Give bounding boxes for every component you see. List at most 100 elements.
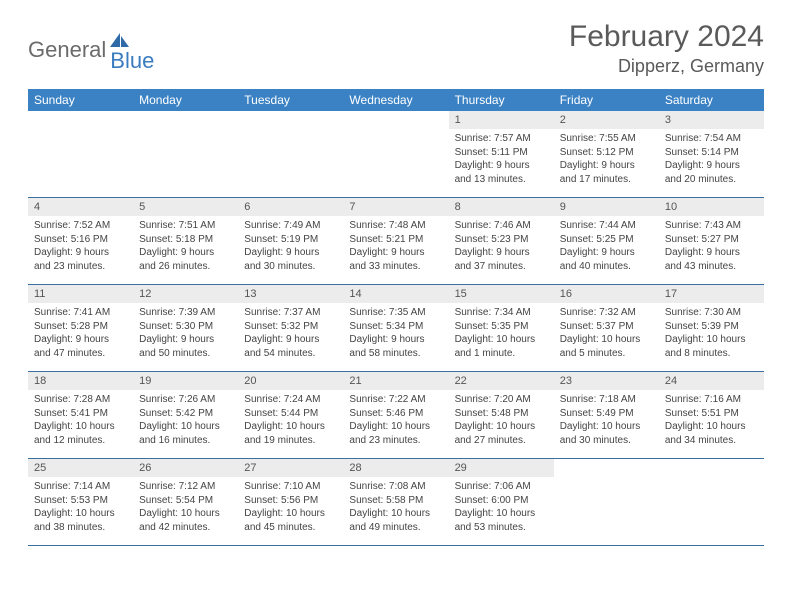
daylight-text: Daylight: 9 hours and 20 minutes. <box>665 159 758 186</box>
day-number: 8 <box>449 198 554 216</box>
day-header-cell: Saturday <box>659 89 764 111</box>
sunset-text: Sunset: 5:16 PM <box>34 233 127 247</box>
daylight-text: Daylight: 10 hours and 53 minutes. <box>455 507 548 534</box>
day-cell: 3Sunrise: 7:54 AMSunset: 5:14 PMDaylight… <box>659 111 764 197</box>
daylight-text: Daylight: 9 hours and 50 minutes. <box>139 333 232 360</box>
sunset-text: Sunset: 5:11 PM <box>455 146 548 160</box>
day-number: 14 <box>343 285 448 303</box>
day-cell: 15Sunrise: 7:34 AMSunset: 5:35 PMDayligh… <box>449 285 554 371</box>
day-header-cell: Thursday <box>449 89 554 111</box>
daylight-text: Daylight: 9 hours and 33 minutes. <box>349 246 442 273</box>
day-body: Sunrise: 7:52 AMSunset: 5:16 PMDaylight:… <box>28 216 133 279</box>
daylight-text: Daylight: 10 hours and 1 minute. <box>455 333 548 360</box>
sunset-text: Sunset: 5:48 PM <box>455 407 548 421</box>
title-block: February 2024 Dipperz, Germany <box>569 20 764 77</box>
sunset-text: Sunset: 5:56 PM <box>244 494 337 508</box>
day-cell: 22Sunrise: 7:20 AMSunset: 5:48 PMDayligh… <box>449 372 554 458</box>
sunrise-text: Sunrise: 7:22 AM <box>349 393 442 407</box>
day-number: 20 <box>238 372 343 390</box>
sunrise-text: Sunrise: 7:30 AM <box>665 306 758 320</box>
daylight-text: Daylight: 10 hours and 8 minutes. <box>665 333 758 360</box>
day-cell: 14Sunrise: 7:35 AMSunset: 5:34 PMDayligh… <box>343 285 448 371</box>
day-cell: 13Sunrise: 7:37 AMSunset: 5:32 PMDayligh… <box>238 285 343 371</box>
sunset-text: Sunset: 5:19 PM <box>244 233 337 247</box>
daylight-text: Daylight: 10 hours and 5 minutes. <box>560 333 653 360</box>
brand-part1: General <box>28 37 106 63</box>
daylight-text: Daylight: 10 hours and 23 minutes. <box>349 420 442 447</box>
sunset-text: Sunset: 5:18 PM <box>139 233 232 247</box>
day-body: Sunrise: 7:28 AMSunset: 5:41 PMDaylight:… <box>28 390 133 453</box>
sunrise-text: Sunrise: 7:51 AM <box>139 219 232 233</box>
sunset-text: Sunset: 5:25 PM <box>560 233 653 247</box>
day-body: Sunrise: 7:44 AMSunset: 5:25 PMDaylight:… <box>554 216 659 279</box>
day-number: 4 <box>28 198 133 216</box>
sunrise-text: Sunrise: 7:06 AM <box>455 480 548 494</box>
sunset-text: Sunset: 5:21 PM <box>349 233 442 247</box>
day-cell: 11Sunrise: 7:41 AMSunset: 5:28 PMDayligh… <box>28 285 133 371</box>
daylight-text: Daylight: 10 hours and 38 minutes. <box>34 507 127 534</box>
sunset-text: Sunset: 5:44 PM <box>244 407 337 421</box>
sunrise-text: Sunrise: 7:46 AM <box>455 219 548 233</box>
sunrise-text: Sunrise: 7:18 AM <box>560 393 653 407</box>
day-cell: 26Sunrise: 7:12 AMSunset: 5:54 PMDayligh… <box>133 459 238 545</box>
day-cell: 4Sunrise: 7:52 AMSunset: 5:16 PMDaylight… <box>28 198 133 284</box>
day-body: Sunrise: 7:14 AMSunset: 5:53 PMDaylight:… <box>28 477 133 540</box>
sunrise-text: Sunrise: 7:55 AM <box>560 132 653 146</box>
day-number: 19 <box>133 372 238 390</box>
day-number: 3 <box>659 111 764 129</box>
sunrise-text: Sunrise: 7:24 AM <box>244 393 337 407</box>
sunset-text: Sunset: 5:30 PM <box>139 320 232 334</box>
daylight-text: Daylight: 10 hours and 16 minutes. <box>139 420 232 447</box>
header: General Blue February 2024 Dipperz, Germ… <box>28 20 764 77</box>
sunrise-text: Sunrise: 7:35 AM <box>349 306 442 320</box>
day-header-cell: Monday <box>133 89 238 111</box>
day-cell: 25Sunrise: 7:14 AMSunset: 5:53 PMDayligh… <box>28 459 133 545</box>
day-number: 12 <box>133 285 238 303</box>
day-number <box>659 459 764 477</box>
day-number: 1 <box>449 111 554 129</box>
day-number: 7 <box>343 198 448 216</box>
day-number: 26 <box>133 459 238 477</box>
brand-part2: Blue <box>110 48 154 74</box>
day-cell: 7 Sunrise: 7:48 AMSunset: 5:21 PMDaylight… <box>343 198 448 284</box>
sunrise-text: Sunrise: 7:32 AM <box>560 306 653 320</box>
day-header-cell: Tuesday <box>238 89 343 111</box>
sunrise-text: Sunrise: 7:49 AM <box>244 219 337 233</box>
day-cell: 8Sunrise: 7:46 AMSunset: 5:23 PMDaylight… <box>449 198 554 284</box>
sunset-text: Sunset: 5:35 PM <box>455 320 548 334</box>
day-number <box>554 459 659 477</box>
sunrise-text: Sunrise: 7:57 AM <box>455 132 548 146</box>
sunrise-text: Sunrise: 7:26 AM <box>139 393 232 407</box>
daylight-text: Daylight: 9 hours and 43 minutes. <box>665 246 758 273</box>
sunset-text: Sunset: 5:27 PM <box>665 233 758 247</box>
sunrise-text: Sunrise: 7:14 AM <box>34 480 127 494</box>
day-number: 11 <box>28 285 133 303</box>
daylight-text: Daylight: 9 hours and 13 minutes. <box>455 159 548 186</box>
location: Dipperz, Germany <box>569 56 764 77</box>
day-body: Sunrise: 7:49 AMSunset: 5:19 PMDaylight:… <box>238 216 343 279</box>
day-cell: 21Sunrise: 7:22 AMSunset: 5:46 PMDayligh… <box>343 372 448 458</box>
day-body: Sunrise: 7:08 AMSunset: 5:58 PMDaylight:… <box>343 477 448 540</box>
day-cell: 10Sunrise: 7:43 AMSunset: 5:27 PMDayligh… <box>659 198 764 284</box>
daylight-text: Daylight: 10 hours and 30 minutes. <box>560 420 653 447</box>
sunset-text: Sunset: 5:32 PM <box>244 320 337 334</box>
sunrise-text: Sunrise: 7:52 AM <box>34 219 127 233</box>
sunrise-text: Sunrise: 7:48 AM <box>349 219 442 233</box>
day-body: Sunrise: 7:55 AMSunset: 5:12 PMDaylight:… <box>554 129 659 192</box>
sunset-text: Sunset: 5:39 PM <box>665 320 758 334</box>
day-body: Sunrise: 7:06 AMSunset: 6:00 PMDaylight:… <box>449 477 554 540</box>
day-number: 27 <box>238 459 343 477</box>
sunset-text: Sunset: 5:53 PM <box>34 494 127 508</box>
sunset-text: Sunset: 5:58 PM <box>349 494 442 508</box>
day-cell <box>28 111 133 197</box>
sunrise-text: Sunrise: 7:44 AM <box>560 219 653 233</box>
day-body: Sunrise: 7:57 AMSunset: 5:11 PMDaylight:… <box>449 129 554 192</box>
daylight-text: Daylight: 9 hours and 47 minutes. <box>34 333 127 360</box>
sunrise-text: Sunrise: 7:39 AM <box>139 306 232 320</box>
day-body: Sunrise: 7:51 AMSunset: 5:18 PMDaylight:… <box>133 216 238 279</box>
day-number: 25 <box>28 459 133 477</box>
day-number: 5 <box>133 198 238 216</box>
day-number <box>343 111 448 129</box>
day-body: Sunrise: 7:46 AMSunset: 5:23 PMDaylight:… <box>449 216 554 279</box>
daylight-text: Daylight: 9 hours and 26 minutes. <box>139 246 232 273</box>
